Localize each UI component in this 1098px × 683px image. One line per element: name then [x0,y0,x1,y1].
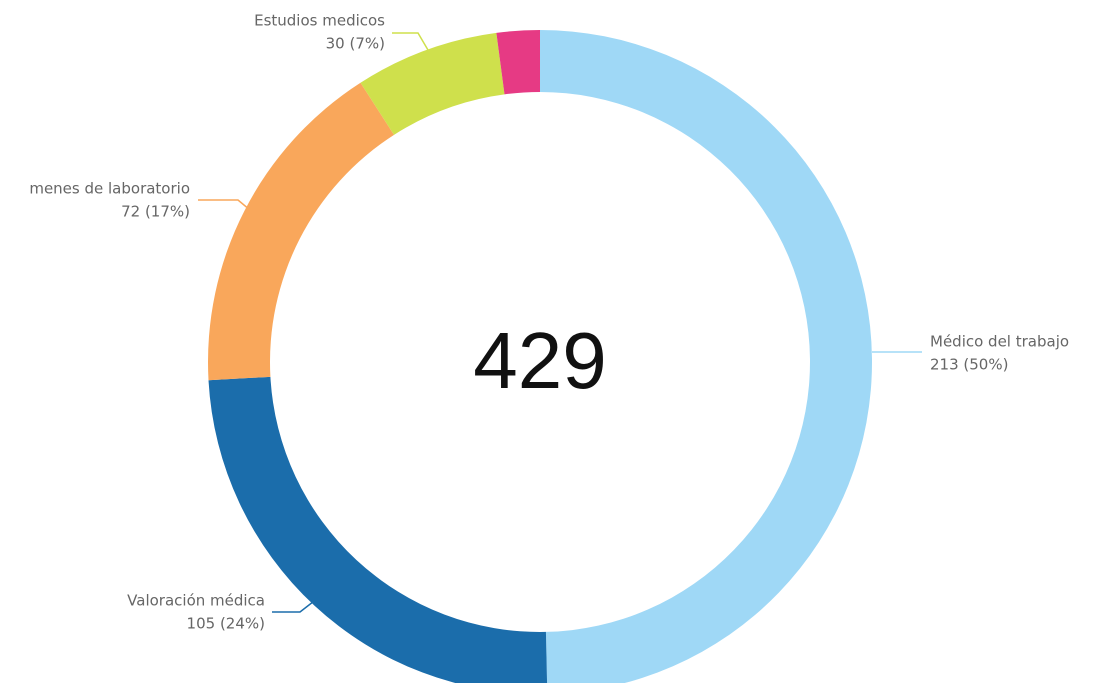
segment-value: 30 (7%) [326,35,385,53]
donut-segment [208,376,548,683]
segment-value: 213 (50%) [930,356,1008,374]
segment-value: 105 (24%) [187,615,265,633]
donut-segment [540,30,872,683]
donut-segment [208,82,395,381]
segment-value: 72 (17%) [121,203,190,221]
leader-line [392,32,429,51]
segment-name: menes de laboratorio [29,180,190,198]
segment-name: Valoración médica [127,592,265,610]
donut-segment [360,32,505,135]
total-label: 429 [473,316,606,405]
segment-name: Estudios medicos [254,12,385,30]
donut-segment [496,30,540,95]
leader-line [198,199,251,211]
segment-name: Médico del trabajo [930,333,1069,351]
leader-line [272,597,319,613]
